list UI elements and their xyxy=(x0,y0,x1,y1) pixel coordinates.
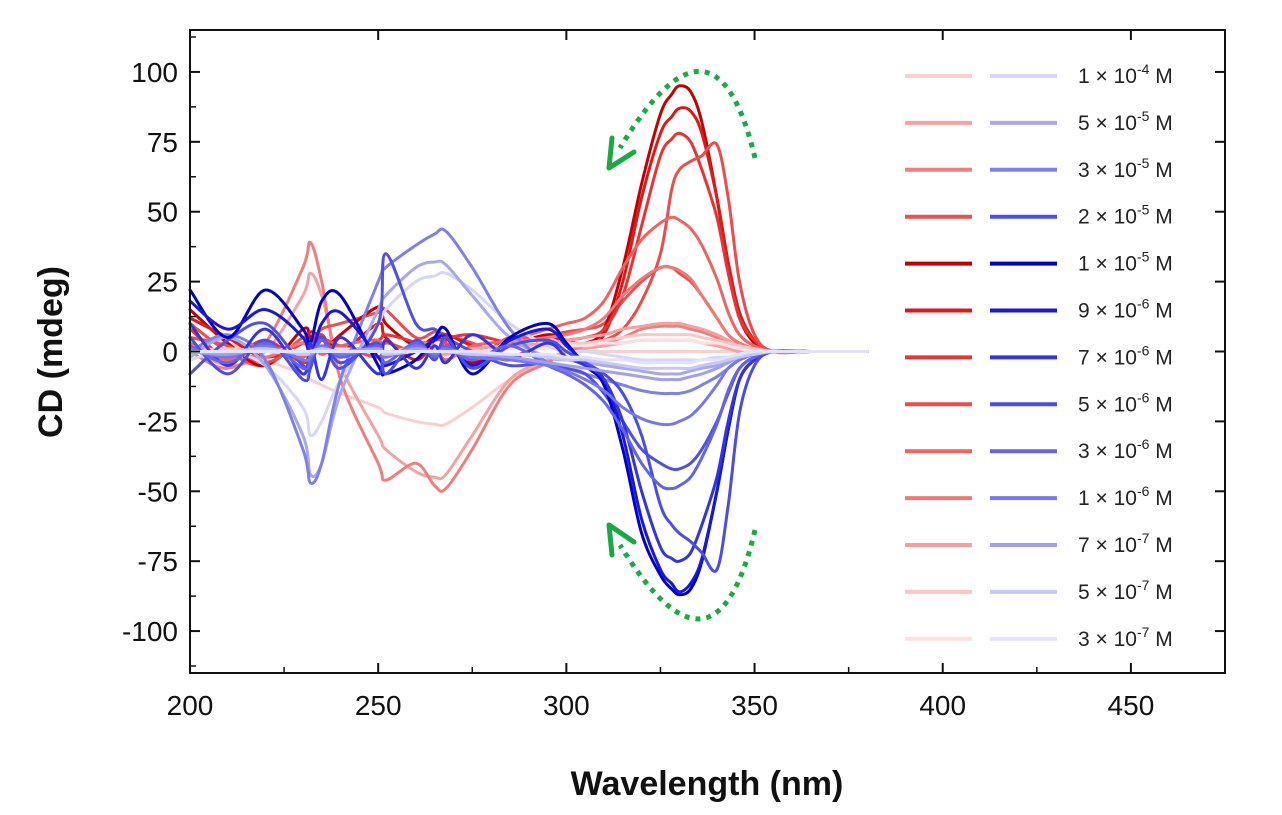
legend: 1 × 10-4 M 5 × 10-5 M 3 × 10-5 M 2 × 10-5 M… xyxy=(905,61,1173,651)
legend-label: 3 × 10-5 M xyxy=(1078,155,1173,182)
legend-label: 1 × 10-5 M xyxy=(1078,249,1173,276)
y-tick-label: -25 xyxy=(138,406,178,437)
y-tick-label: -100 xyxy=(122,616,178,647)
legend-label: 1 × 10-6 M xyxy=(1078,483,1173,510)
series-line-25 xyxy=(188,347,869,370)
legend-label: 3 × 10-6 M xyxy=(1078,436,1173,463)
legend-label: 7 × 10-7 M xyxy=(1078,530,1173,557)
y-tick-label: 75 xyxy=(147,127,178,158)
legend-label: 1 × 10-4 M xyxy=(1078,61,1173,88)
legend-label: 2 × 10-5 M xyxy=(1078,202,1173,229)
x-tick-label: 250 xyxy=(355,690,402,721)
series-line-23 xyxy=(188,344,869,427)
x-tick-label: 400 xyxy=(919,690,966,721)
y-tick-label: 50 xyxy=(147,197,178,228)
axis-layer: 200 250 300 350 400 4501007550250-25-50-75-10… xyxy=(122,30,1225,721)
upper-arrow-head xyxy=(606,135,637,171)
x-tick-label: 350 xyxy=(731,690,778,721)
y-tick-label: 100 xyxy=(131,57,178,88)
series-line-9 xyxy=(188,215,869,362)
series-line-22 xyxy=(188,338,869,491)
y-tick-label: 25 xyxy=(147,267,178,298)
legend-label: 3 × 10-7 M xyxy=(1078,624,1173,651)
x-tick-label: 450 xyxy=(1108,690,1155,721)
legend-label: 5 × 10-6 M xyxy=(1078,389,1173,416)
x-axis-title: Wavelength (nm) xyxy=(571,765,844,803)
x-tick-label: 200 xyxy=(167,690,214,721)
arrow-layer xyxy=(606,68,758,622)
legend-label: 5 × 10-5 M xyxy=(1078,108,1173,135)
lower-arrow-head xyxy=(606,522,637,558)
legend-label: 9 × 10-6 M xyxy=(1078,296,1173,323)
x-tick-label: 300 xyxy=(543,690,590,721)
y-tick-label: 0 xyxy=(162,337,178,368)
y-tick-label: -50 xyxy=(138,476,178,507)
y-tick-label: -75 xyxy=(138,546,178,577)
legend-label: 7 × 10-6 M xyxy=(1078,342,1173,369)
series-layer xyxy=(188,84,869,597)
y-axis-title: CD (mdeg) xyxy=(32,266,70,438)
series-line-26 xyxy=(188,349,869,365)
legend-label: 5 × 10-7 M xyxy=(1078,577,1173,604)
